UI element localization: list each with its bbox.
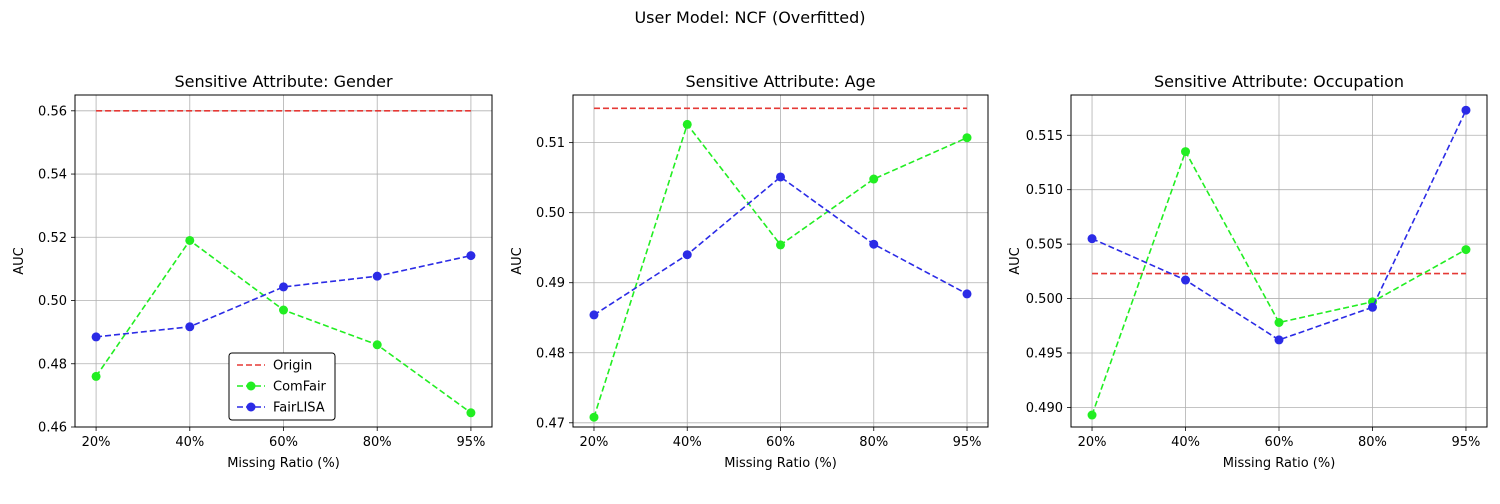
x-tick-label: 80% bbox=[363, 435, 392, 450]
figure-suptitle: User Model: NCF (Overfitted) bbox=[634, 8, 866, 27]
x-tick-label: 60% bbox=[766, 435, 795, 450]
data-point-comfair bbox=[279, 305, 288, 315]
chart-panel-1: 20% 40% 60% 80% 95% 0.46 0.48 0.50 0.52 0.54 0.56 S… bbox=[12, 72, 493, 471]
series-line-comfair bbox=[1091, 149, 1467, 416]
data-point-fairlisa bbox=[776, 172, 785, 182]
y-tick-label: 0.48 bbox=[38, 357, 67, 372]
y-tick-label: 0.56 bbox=[38, 104, 67, 119]
legend-label-fairlisa: FairLISA bbox=[273, 401, 325, 416]
y-tick-label: 0.495 bbox=[1026, 346, 1063, 361]
data-point-comfair bbox=[869, 174, 879, 184]
data-point-fairlisa bbox=[682, 250, 692, 260]
data-point-fairlisa bbox=[1181, 275, 1191, 285]
data-point-comfair bbox=[589, 412, 599, 422]
legend-marker-fairlisa bbox=[246, 402, 256, 412]
data-point-fairlisa bbox=[185, 322, 195, 332]
legend-label-origin: Origin bbox=[273, 359, 312, 374]
data-point-comfair bbox=[962, 133, 972, 143]
x-tick-label: 40% bbox=[673, 435, 702, 450]
chart-title: Sensitive Attribute: Occupation bbox=[1154, 72, 1404, 91]
y-tick-label: 0.490 bbox=[1026, 401, 1063, 416]
data-point-comfair bbox=[776, 240, 785, 250]
data-point-comfair bbox=[185, 235, 195, 245]
y-axis-label: AUC bbox=[510, 247, 525, 275]
y-tick-label: 0.54 bbox=[38, 168, 67, 183]
y-tick-label: 0.49 bbox=[536, 276, 565, 291]
legend: Origin ComFair FairLISA bbox=[228, 352, 336, 421]
y-tick-label: 0.50 bbox=[38, 294, 67, 309]
y-tick-label: 0.46 bbox=[38, 421, 67, 436]
chart-panel-3: 20% 40% 60% 80% 95% 0.490 0.495 0.500 0.505 0.510… bbox=[1008, 72, 1488, 471]
x-tick-label: 20% bbox=[580, 435, 609, 450]
legend-marker-comfair bbox=[246, 381, 256, 391]
data-point-comfair bbox=[1181, 147, 1191, 157]
data-point-comfair bbox=[1274, 318, 1284, 328]
y-tick-label: 0.515 bbox=[1026, 129, 1063, 144]
y-axis-label: AUC bbox=[12, 247, 27, 275]
x-tick-label: 60% bbox=[1265, 435, 1294, 450]
x-tick-label: 40% bbox=[1171, 435, 1200, 450]
data-point-comfair bbox=[1087, 410, 1097, 420]
y-tick-label: 0.500 bbox=[1026, 292, 1063, 307]
data-point-comfair bbox=[372, 340, 382, 350]
data-point-fairlisa bbox=[279, 282, 288, 292]
plot-frame bbox=[74, 94, 493, 428]
legend-box bbox=[228, 352, 336, 421]
x-tick-label: 95% bbox=[456, 435, 485, 450]
data-point-fairlisa bbox=[869, 239, 879, 249]
data-point-fairlisa bbox=[1367, 302, 1377, 312]
x-tick-label: 80% bbox=[859, 435, 888, 450]
x-axis-label: Missing Ratio (%) bbox=[724, 456, 837, 471]
data-point-fairlisa bbox=[91, 332, 101, 342]
plot-frame bbox=[1070, 94, 1488, 428]
x-axis-label: Missing Ratio (%) bbox=[1223, 456, 1336, 471]
data-point-fairlisa bbox=[1274, 335, 1284, 345]
x-tick-label: 95% bbox=[1452, 435, 1481, 450]
x-tick-label: 80% bbox=[1358, 435, 1387, 450]
data-point-fairlisa bbox=[1461, 105, 1471, 115]
y-tick-label: 0.52 bbox=[38, 231, 67, 246]
chart-title: Sensitive Attribute: Age bbox=[685, 72, 875, 91]
y-tick-label: 0.47 bbox=[536, 416, 565, 431]
data-point-comfair bbox=[1461, 245, 1471, 255]
x-tick-label: 95% bbox=[953, 435, 982, 450]
data-point-fairlisa bbox=[466, 251, 476, 261]
y-tick-label: 0.51 bbox=[536, 136, 565, 151]
y-axis-label: AUC bbox=[1008, 247, 1023, 275]
y-tick-label: 0.50 bbox=[536, 206, 565, 221]
data-point-fairlisa bbox=[1087, 234, 1097, 244]
y-tick-label: 0.48 bbox=[536, 346, 565, 361]
series-line-fairlisa bbox=[593, 175, 968, 316]
data-point-fairlisa bbox=[589, 310, 599, 320]
y-tick-label: 0.505 bbox=[1026, 238, 1063, 253]
x-tick-label: 20% bbox=[1078, 435, 1107, 450]
plot-frame bbox=[572, 94, 989, 428]
x-tick-label: 40% bbox=[175, 435, 204, 450]
y-tick-label: 0.510 bbox=[1026, 183, 1063, 198]
x-axis-label: Missing Ratio (%) bbox=[227, 456, 340, 471]
x-tick-label: 20% bbox=[82, 435, 111, 450]
data-point-fairlisa bbox=[962, 289, 972, 299]
data-point-comfair bbox=[466, 408, 476, 418]
chart-title: Sensitive Attribute: Gender bbox=[174, 72, 393, 91]
data-point-comfair bbox=[91, 371, 101, 381]
data-point-comfair bbox=[682, 119, 692, 129]
data-point-fairlisa bbox=[372, 271, 382, 281]
chart-panel-2: 20% 40% 60% 80% 95% 0.47 0.48 0.49 0.50 0.51 Sensi… bbox=[510, 72, 989, 471]
x-tick-label: 60% bbox=[269, 435, 298, 450]
legend-label-comfair: ComFair bbox=[273, 380, 327, 395]
series-line-fairlisa bbox=[1091, 109, 1467, 341]
